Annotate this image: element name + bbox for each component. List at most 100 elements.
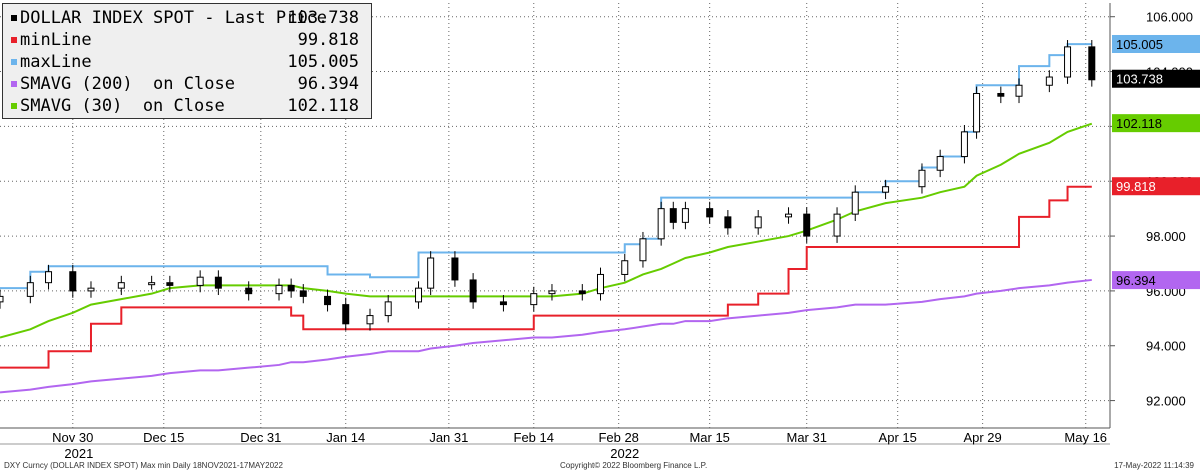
price-candle (69, 271, 77, 292)
price-candle (87, 287, 95, 292)
legend-label: SMAVG (30) on Close (20, 96, 225, 116)
price-candle (275, 284, 283, 295)
legend-value: 99.818 (297, 30, 359, 50)
price-candle (451, 257, 459, 281)
price-candle (1088, 46, 1096, 81)
y-tick-label: 98.000 (1146, 229, 1186, 244)
footer-right: 17-May-2022 11:14:39 (1114, 461, 1194, 470)
price-candle (196, 276, 204, 286)
price-candle (596, 273, 604, 295)
legend-value: 105.005 (287, 52, 359, 72)
price-candle (1045, 76, 1053, 86)
price-candle (0, 295, 4, 303)
x-tick-label: Dec 15 (143, 430, 184, 445)
price-candle (245, 287, 253, 295)
x-tick-label: Dec 31 (240, 430, 281, 445)
legend-swatch (11, 15, 17, 21)
price-candle (548, 290, 556, 295)
last-value-tag (1112, 271, 1200, 290)
price-candle (469, 279, 477, 303)
legend-swatch (11, 59, 17, 65)
price-candle (882, 186, 890, 193)
legend-value: 96.394 (297, 74, 359, 94)
price-candle (706, 208, 714, 218)
last-value-tag (1112, 114, 1200, 133)
y-tick-label: 94.000 (1146, 339, 1186, 354)
legend-label: maxLine (20, 52, 92, 72)
x-tick-label: Apr 29 (963, 430, 1001, 445)
price-candle (287, 284, 295, 292)
price-candle (997, 92, 1005, 97)
last-value-tag (1112, 34, 1200, 53)
price-candle (1015, 84, 1023, 97)
last-value-tag-label: 103.738 (1116, 72, 1163, 87)
price-candle (1064, 46, 1072, 78)
legend-item-maxline: maxLine 105.005 (3, 51, 371, 73)
price-candle (117, 282, 125, 289)
legend-item-sma200: SMAVG (200) on Close 96.394 (3, 73, 371, 95)
series-line-minline (0, 185, 1092, 369)
legend-label: SMAVG (200) on Close (20, 74, 235, 94)
price-candle (621, 260, 629, 275)
price-candle (754, 216, 762, 229)
price-candle (657, 208, 665, 240)
last-value-tag-label: 96.394 (1116, 273, 1156, 288)
x-tick-label: Mar 31 (786, 430, 826, 445)
price-candle (936, 156, 944, 171)
legend-value: 102.118 (287, 96, 359, 116)
price-candle (427, 257, 435, 289)
last-value-tag (1112, 69, 1200, 88)
price-candle (851, 191, 859, 215)
legend-swatch (11, 103, 17, 109)
legend-value: 103.738 (287, 8, 359, 28)
price-candle (724, 216, 732, 229)
last-value-tag-label: 99.818 (1116, 179, 1156, 194)
price-candle (803, 213, 811, 237)
x-tick-label: Feb 14 (514, 430, 554, 445)
last-value-tag-label: 105.005 (1116, 37, 1163, 52)
price-candle (681, 208, 689, 223)
price-candle (960, 131, 968, 158)
price-candle (342, 304, 350, 325)
price-candle (148, 282, 156, 286)
last-value-tag (1112, 177, 1200, 196)
price-candle (499, 301, 507, 306)
price-candle (384, 301, 392, 317)
legend-label: DOLLAR INDEX SPOT - Last Price (20, 8, 328, 28)
price-candle (45, 271, 53, 284)
legend-item-price: DOLLAR INDEX SPOT - Last Price 103.738 (3, 7, 371, 29)
legend-item-minline: minLine 99.818 (3, 29, 371, 51)
price-candle (639, 238, 647, 262)
legend-item-sma30: SMAVG (30) on Close 102.118 (3, 95, 371, 117)
year-label: 2021 (64, 446, 93, 461)
price-candle (530, 293, 538, 306)
y-tick-label: 92.000 (1146, 394, 1186, 409)
price-candle (299, 290, 307, 297)
price-candle (918, 169, 926, 188)
y-tick-label: 106.000 (1146, 10, 1193, 25)
x-tick-label: Jan 14 (326, 430, 365, 445)
price-candle (973, 92, 981, 133)
chart-legend: DOLLAR INDEX SPOT - Last Price 103.738 m… (2, 3, 372, 119)
x-tick-label: Apr 15 (879, 430, 917, 445)
price-candle (214, 276, 222, 289)
legend-swatch (11, 37, 17, 43)
price-candle (26, 282, 34, 297)
x-tick-label: Nov 30 (52, 430, 93, 445)
footer-center: Copyright© 2022 Bloomberg Finance L.P. (560, 461, 708, 470)
price-candle (669, 208, 677, 223)
legend-swatch (11, 81, 17, 87)
x-tick-label: May 16 (1064, 430, 1107, 445)
price-candle (415, 287, 423, 303)
legend-label: minLine (20, 30, 92, 50)
series-line-smavg-200-on-close (0, 278, 1092, 394)
price-candle (578, 290, 586, 295)
price-candle (833, 213, 841, 237)
price-candle (166, 282, 174, 286)
x-tick-label: Mar 15 (689, 430, 729, 445)
x-tick-label: Jan 31 (429, 430, 468, 445)
year-label: 2022 (610, 446, 639, 461)
price-candle (785, 213, 793, 218)
footer-left: DXY Curncy (DOLLAR INDEX SPOT) Max min D… (4, 461, 283, 470)
